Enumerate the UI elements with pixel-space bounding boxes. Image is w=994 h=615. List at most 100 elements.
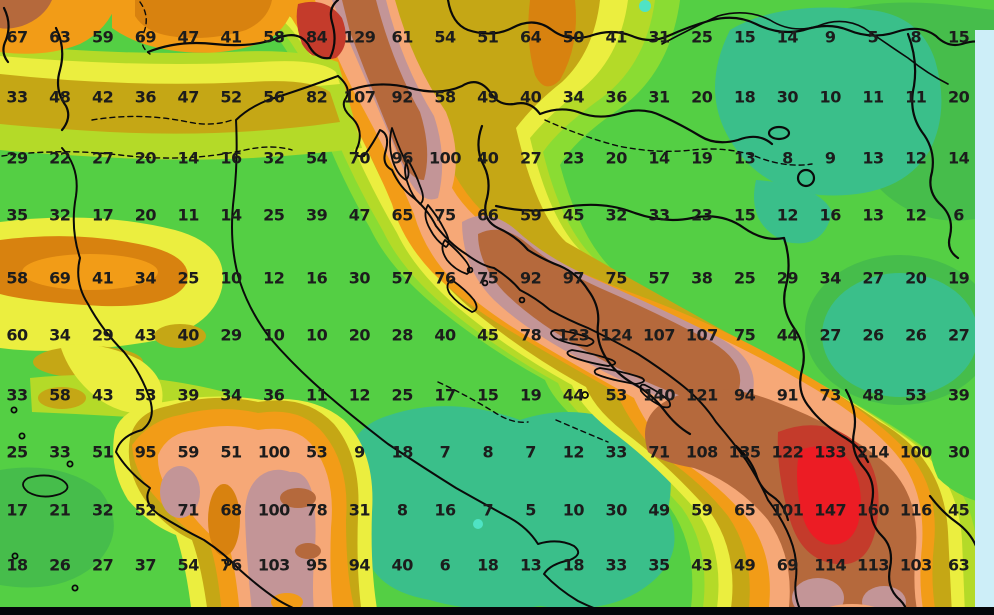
grid-value: 124 [600, 325, 633, 345]
grid-value: 71 [648, 442, 670, 462]
grid-value: 27 [819, 325, 842, 345]
grid-value: 34 [49, 325, 71, 345]
grid-value: 14 [177, 148, 200, 168]
grid-value: 100 [257, 500, 290, 520]
grid-value: 12 [905, 205, 927, 225]
grid-value: 49 [477, 87, 499, 107]
grid-value: 52 [220, 87, 242, 107]
grid-value: 23 [562, 148, 585, 168]
grid-value: 15 [477, 385, 499, 405]
grid-value: 30 [947, 442, 970, 462]
grid-value: 25 [177, 268, 200, 288]
grid-value: 30 [348, 268, 371, 288]
grid-value: 19 [519, 385, 542, 405]
grid-value: 58 [434, 87, 456, 107]
grid-value: 16 [819, 205, 842, 225]
grid-value: 113 [857, 555, 889, 575]
grid-value: 40 [391, 555, 414, 575]
grid-value: 10 [819, 87, 842, 107]
grid-value: 11 [305, 385, 328, 405]
grid-value: 91 [776, 385, 799, 405]
adriatic-west-coast [231, 75, 617, 615]
grid-value: 33 [605, 555, 628, 575]
river-lines [1, 1, 813, 443]
grid-value: 54 [305, 148, 328, 168]
grid-value: 32 [49, 205, 71, 225]
po-river [1, 146, 293, 159]
grid-value: 97 [562, 268, 585, 288]
grid-value: 34 [220, 385, 242, 405]
grid-value: 36 [605, 87, 628, 107]
grid-value: 51 [220, 442, 242, 462]
grid-value: 114 [814, 555, 847, 575]
grid-value: 107 [685, 325, 718, 345]
grid-value: 15 [947, 27, 970, 47]
grid-value: 25 [391, 385, 414, 405]
grid-value: 19 [947, 268, 970, 288]
grid-value: 75 [733, 325, 756, 345]
grid-value: 17 [434, 385, 456, 405]
grid-value: 135 [728, 442, 761, 462]
grid-value: 36 [263, 385, 285, 405]
grid-value: 95 [134, 442, 157, 462]
grid-value: 10 [562, 500, 585, 520]
grid-value: 13 [862, 205, 884, 225]
grid-value: 20 [905, 268, 927, 288]
grid-value: 95 [305, 555, 328, 575]
grid-value: 108 [685, 442, 718, 462]
grid-value: 82 [305, 87, 328, 107]
grid-value: 20 [348, 325, 371, 345]
grid-value: 20 [134, 148, 157, 168]
grid-value: 116 [899, 500, 932, 520]
grid-value: 27 [862, 268, 884, 288]
grid-value: 59 [177, 442, 200, 462]
grid-value: 33 [6, 385, 28, 405]
tyrrhenian-coast [61, 147, 316, 615]
map-bottom-border-strip [0, 607, 994, 615]
grid-value: 147 [814, 500, 847, 520]
grid-value: 45 [947, 500, 970, 520]
grid-value: 70 [348, 148, 371, 168]
grid-value: 57 [391, 268, 414, 288]
grid-value: 94 [348, 555, 371, 575]
grid-value: 133 [814, 442, 847, 462]
grid-value: 100 [429, 148, 461, 168]
grid-value: 6 [439, 555, 451, 575]
grid-value: 15 [733, 27, 756, 47]
grid-value: 27 [91, 555, 114, 575]
grid-value: 21 [49, 500, 71, 520]
grid-value: 66 [477, 205, 499, 225]
grid-value: 27 [947, 325, 970, 345]
grid-value: 40 [177, 325, 200, 345]
grid-value: 59 [519, 205, 542, 225]
grid-value: 45 [477, 325, 499, 345]
grid-value: 47 [177, 27, 200, 47]
grid-value: 51 [91, 442, 114, 462]
grid-value: 39 [177, 385, 200, 405]
grid-value: 33 [648, 205, 670, 225]
grid-value: 69 [776, 555, 799, 575]
grid-value: 56 [263, 87, 285, 107]
croatian-coast [337, 75, 804, 615]
grid-value: 122 [771, 442, 804, 462]
grid-value: 34 [134, 268, 157, 288]
grid-value: 61 [391, 27, 414, 47]
grid-value: 40 [434, 325, 456, 345]
grid-value: 64 [519, 27, 542, 47]
grid-value: 17 [91, 205, 114, 225]
grid-value: 11 [177, 205, 200, 225]
grid-value: 13 [519, 555, 542, 575]
grid-value: 12 [348, 385, 371, 405]
grid-value: 26 [49, 555, 71, 575]
grid-value: 16 [305, 268, 328, 288]
grid-value: 18 [6, 555, 28, 575]
grid-value: 45 [562, 205, 585, 225]
grid-value: 20 [947, 87, 970, 107]
grid-value: 25 [6, 442, 28, 462]
grid-value: 14 [220, 205, 242, 225]
grid-value: 39 [947, 385, 970, 405]
